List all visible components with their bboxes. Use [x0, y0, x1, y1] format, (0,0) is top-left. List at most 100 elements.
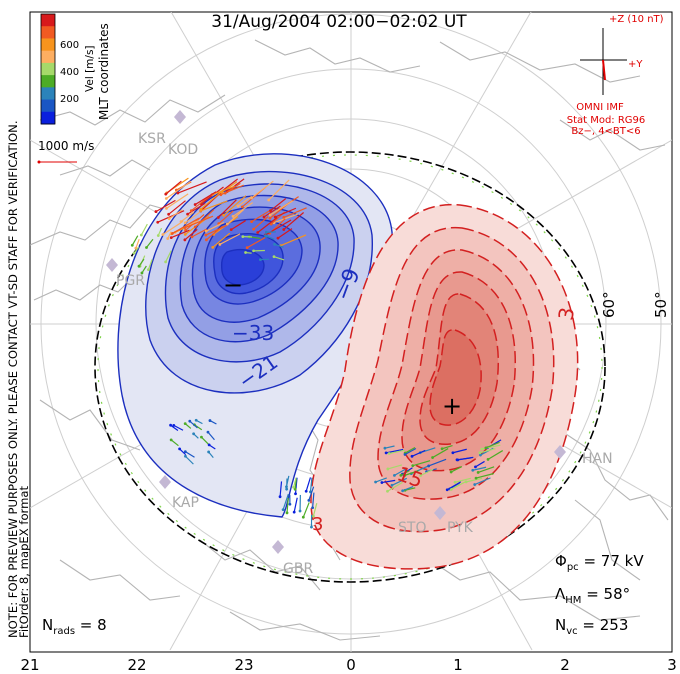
velocity-vector-origin — [186, 212, 189, 216]
velocity-vector — [206, 225, 223, 241]
velocity-vector — [173, 424, 184, 431]
velocity-vector — [452, 448, 467, 454]
velocity-vector-origin — [145, 246, 148, 249]
colorbar: 600 400 200 Vel [m/s] — [40, 13, 96, 125]
velocity-vector — [218, 210, 234, 225]
velocity-vector-origin — [154, 210, 158, 213]
velocity-vector — [404, 447, 417, 456]
mlt-tick-label: 0 — [346, 656, 356, 674]
velocity-vector — [285, 475, 290, 487]
velocity-vector — [200, 200, 228, 212]
velocity-vector-origin — [252, 249, 256, 253]
velocity-vector-origin — [281, 508, 285, 512]
radar-labels: KSR KOD PGR KAP GBR STO PYK HAN — [116, 131, 613, 577]
velocity-vector — [184, 215, 214, 229]
velocity-vector-origin — [183, 221, 187, 225]
velocity-vector — [232, 202, 254, 217]
velocity-vector-origin — [285, 511, 289, 515]
stat-n-vectors: Nvc = 253 — [555, 616, 628, 637]
velocity-vector — [293, 497, 298, 513]
velocity-vector-origin — [258, 258, 262, 262]
velocity-vector-origin — [240, 205, 244, 209]
velocity-vector — [400, 470, 410, 476]
velocity-vector-origin — [411, 464, 415, 468]
velocity-vector — [387, 464, 403, 470]
velocity-vector-origin — [206, 430, 210, 434]
velocity-vector-origin — [273, 242, 276, 246]
velocity-vector-origin — [132, 251, 136, 255]
velocity-vector — [191, 228, 208, 238]
velocity-vector — [138, 258, 145, 267]
velocity-vector-origin — [161, 233, 165, 236]
velocity-vector-origin — [288, 502, 292, 506]
velocity-vector — [157, 210, 185, 223]
velocity-vector-origin — [304, 489, 308, 493]
imf-y-label: +Y — [628, 59, 643, 70]
colorbar-cell — [41, 38, 55, 52]
velocity-vector — [282, 493, 289, 510]
velocity-vector-origin — [440, 447, 444, 451]
velocity-vector — [487, 450, 504, 460]
velocity-vector — [477, 466, 495, 474]
velocity-vector-origin — [374, 480, 377, 484]
velocity-vector-origin — [431, 456, 434, 459]
velocity-vector — [146, 238, 154, 248]
velocity-vector-origin — [453, 480, 457, 484]
stat-hm-boundary: ΛHM = 58° — [555, 585, 630, 606]
velocity-vector-origin — [164, 197, 168, 200]
velocity-vector — [207, 431, 215, 441]
velocity-vector — [312, 503, 318, 517]
velocity-vector-origin — [276, 236, 280, 240]
colorbar-tick-600: 600 — [60, 40, 79, 51]
velocity-vector-origin — [410, 454, 414, 458]
radar-label-kod: KOD — [168, 142, 198, 158]
velocity-vector-origin — [169, 438, 173, 442]
velocity-vector — [280, 234, 307, 247]
velocity-vector-origin — [216, 216, 220, 219]
mlt-axis: 21 22 23 0 1 2 3 — [20, 656, 676, 674]
imf-z-label: +Z (10 nT) — [609, 14, 664, 25]
velocity-vector — [274, 207, 297, 218]
velocity-vector-origin — [223, 191, 227, 195]
velocity-vector — [184, 211, 201, 224]
velocity-vector — [185, 451, 195, 458]
velocity-vector — [384, 445, 395, 449]
velocity-vector-origin — [307, 498, 311, 502]
velocity-vector — [147, 259, 153, 270]
velocity-vector — [404, 470, 419, 476]
mlt-tick-label: 23 — [234, 656, 253, 674]
velocity-vector — [381, 479, 396, 484]
velocity-vector — [475, 472, 495, 479]
radar-label-han: HAN — [582, 451, 613, 467]
contour-label-pos-3b: 3 — [312, 514, 323, 535]
velocity-vector-origin — [139, 233, 143, 237]
velocity-vector-origin — [169, 236, 173, 239]
velocity-vector — [135, 238, 140, 249]
velocity-vector-origin — [386, 489, 389, 493]
velocity-vector-origin — [194, 418, 198, 422]
velocity-vector — [217, 199, 237, 218]
colorbar-cell — [41, 14, 55, 27]
coordinates-label: MLT coordinates — [97, 23, 111, 120]
velocity-vector — [168, 209, 183, 220]
velocity-vector — [251, 180, 274, 199]
velocity-vector — [420, 468, 434, 477]
radar-label-sto: STO — [398, 520, 426, 536]
radar-label-pyk: PYK — [447, 520, 474, 536]
velocity-vector-origin — [211, 245, 215, 249]
velocity-vector-origin — [390, 483, 394, 487]
velocity-vector — [224, 182, 241, 194]
velocity-vector — [450, 466, 463, 473]
contour-label-neg-33: −33 — [232, 321, 274, 345]
velocity-vector-origin — [167, 217, 171, 221]
colorbar-tick-200: 200 — [60, 94, 79, 105]
velocity-vector — [187, 202, 206, 215]
velocity-vector — [404, 446, 416, 454]
velocity-vector-origin — [474, 465, 477, 469]
velocity-vector — [165, 180, 182, 195]
velocity-vector-origin — [301, 515, 305, 519]
velocity-vector — [432, 448, 449, 459]
velocity-vector-origin — [130, 243, 134, 247]
colorbar-cell — [41, 99, 55, 113]
velocity-vector — [441, 444, 453, 450]
